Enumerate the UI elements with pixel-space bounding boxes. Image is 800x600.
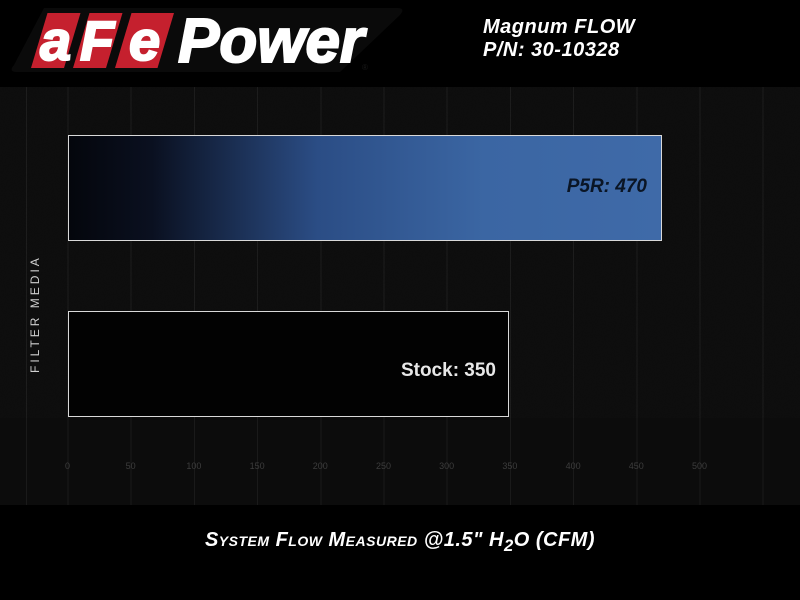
svg-text:e: e — [129, 9, 160, 72]
svg-text:F: F — [80, 9, 116, 72]
svg-text:®: ® — [362, 63, 368, 72]
svg-text:a: a — [40, 9, 71, 72]
svg-text:Power: Power — [178, 7, 367, 76]
